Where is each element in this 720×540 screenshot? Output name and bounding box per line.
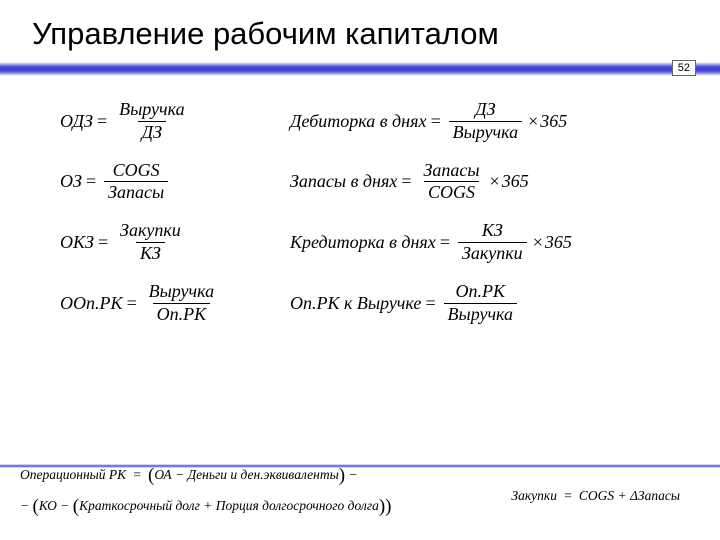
footer-formula-left: Операционный РК = (ОА − Деньги и ден.экв… — [20, 461, 392, 522]
lhs: ОКЗ — [60, 232, 94, 253]
formula-row: ОДЗ= ВыручкаДЗ Дебиторка в днях= ДЗВыруч… — [60, 100, 690, 143]
header-stripe: 52 — [0, 62, 720, 76]
formula-row: ОЗ= COGSЗапасы Запасы в днях= ЗапасыCOGS… — [60, 161, 690, 204]
formula-ooprk: ООп.РК= ВыручкаОп.РК — [60, 282, 260, 325]
numerator: КЗ — [478, 221, 507, 242]
formula-oz: ОЗ= COGSЗапасы — [60, 161, 260, 204]
term: COGS — [579, 488, 614, 503]
page-title: Управление рабочим капиталом — [0, 0, 720, 62]
denominator: Закупки — [458, 242, 527, 264]
lhs: ОДЗ — [60, 111, 93, 132]
term: Краткосрочный долг — [79, 498, 200, 513]
formula-kreditorka: Кредиторка в днях= КЗЗакупки ×365 — [290, 221, 690, 264]
formula-row: ОКЗ= ЗакупкиКЗ Кредиторка в днях= КЗЗаку… — [60, 221, 690, 264]
formula-debitorka: Дебиторка в днях= ДЗВыручка ×365 — [290, 100, 690, 143]
term: Порция долгосрочного долга — [216, 498, 379, 513]
multiplier: 365 — [502, 171, 529, 192]
denominator: Оп.РК — [153, 303, 210, 325]
formula-oprk-share: Оп.РК к Выручке= Оп.РКВыручка — [290, 282, 690, 325]
term: ОА — [154, 467, 171, 482]
denominator: Запасы — [104, 181, 168, 203]
page-number-badge: 52 — [672, 60, 696, 76]
numerator: COGS — [109, 161, 164, 182]
term: Запасы — [638, 488, 680, 503]
formula-zapasy: Запасы в днях= ЗапасыCOGS ×365 — [290, 161, 690, 204]
multiplier: 365 — [540, 111, 567, 132]
denominator: COGS — [424, 181, 479, 203]
formula-odz: ОДЗ= ВыручкаДЗ — [60, 100, 260, 143]
lhs: Кредиторка в днях — [290, 232, 436, 253]
denominator: Выручка — [449, 121, 523, 143]
lhs: Запасы в днях — [290, 171, 397, 192]
formula-row: ООп.РК= ВыручкаОп.РК Оп.РК к Выручке= Оп… — [60, 282, 690, 325]
numerator: Выручка — [145, 282, 219, 303]
lhs: Оп.РК к Выручке — [290, 293, 421, 314]
numerator: Запасы — [419, 161, 483, 182]
lhs: Дебиторка в днях — [290, 111, 426, 132]
denominator: ДЗ — [138, 121, 166, 143]
lhs: ОЗ — [60, 171, 82, 192]
term: КО — [39, 498, 57, 513]
denominator: КЗ — [136, 242, 165, 264]
denominator: Выручка — [444, 303, 518, 325]
numerator: Закупки — [116, 221, 185, 242]
numerator: Выручка — [115, 100, 189, 121]
term: Деньги и ден.эквиваленты — [188, 467, 339, 482]
footer-formula-right: Закупки = COGS + ΔЗапасы — [511, 488, 680, 504]
formula-okz: ОКЗ= ЗакупкиКЗ — [60, 221, 260, 264]
numerator: ДЗ — [471, 100, 499, 121]
term: Закупки — [511, 488, 557, 503]
footnote-lhs: Операционный РК — [20, 467, 126, 482]
multiplier: 365 — [545, 232, 572, 253]
lhs: ООп.РК — [60, 293, 122, 314]
formula-content: ОДЗ= ВыручкаДЗ Дебиторка в днях= ДЗВыруч… — [0, 76, 720, 352]
numerator: Оп.РК — [452, 282, 509, 303]
